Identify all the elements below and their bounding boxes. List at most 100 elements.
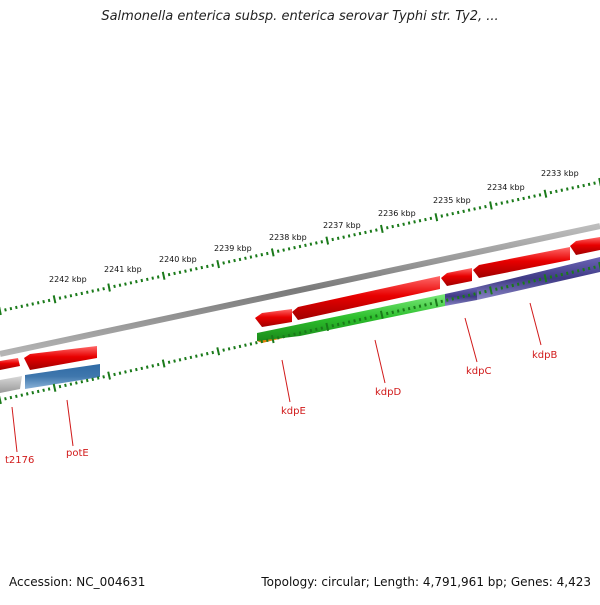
inner-tick (135, 367, 138, 372)
forward-gene-1[interactable] (24, 346, 97, 370)
inner-tick (102, 375, 105, 379)
leader-kdpE (281, 359, 291, 403)
ruler-label: 2239 kbp (214, 244, 252, 253)
gene-labels: t2176 potE kdpE kdpD kdpC kdpB (5, 350, 557, 466)
inner-tick (587, 266, 591, 271)
label-potE[interactable]: potE (66, 448, 89, 459)
forward-gene-3[interactable] (292, 276, 440, 320)
inner-tick (64, 383, 67, 388)
inner-tick (379, 310, 384, 319)
leader-kdpC (464, 317, 478, 363)
outer-tick (75, 292, 78, 297)
inner-tick (533, 278, 536, 283)
outer-tick (489, 201, 493, 210)
inner-tick (25, 392, 29, 396)
label-kdpC[interactable]: kdpC (466, 366, 491, 377)
outer-tick (353, 233, 356, 237)
outer-tick (325, 236, 330, 245)
outer-tick (129, 281, 133, 285)
forward-gene-5[interactable] (473, 247, 570, 278)
outer-tick (156, 275, 160, 279)
inner-tick (124, 370, 127, 374)
inner-tick (385, 311, 389, 316)
accession-label: Accession: NC_004631 (9, 575, 146, 589)
inner-tick (244, 343, 247, 347)
inner-tick (178, 358, 182, 362)
outer-tick (189, 268, 193, 272)
inner-tick (424, 303, 427, 307)
outer-tick (543, 189, 548, 198)
outer-tick (244, 256, 247, 260)
outer-tick (216, 259, 220, 269)
inner-tick (467, 293, 471, 297)
outer-tick (238, 257, 242, 262)
inner-tick (462, 294, 465, 299)
outer-tick (276, 249, 280, 253)
outer-tick (440, 214, 444, 218)
forward-gene-left-edge[interactable] (0, 358, 20, 370)
inner-tick (0, 395, 2, 405)
inner-tick (85, 378, 89, 383)
inner-tick (402, 308, 405, 312)
inner-tick (156, 362, 160, 367)
label-kdpD[interactable]: kdpD (375, 387, 401, 398)
outer-tick (146, 277, 149, 282)
label-kdpE[interactable]: kdpE (281, 406, 306, 417)
forward-gene-6[interactable] (570, 237, 600, 255)
inner-tick (216, 347, 221, 356)
inner-tick (565, 271, 569, 276)
inner-tick (233, 345, 236, 350)
outer-tick (402, 222, 405, 226)
ruler-label: 2234 kbp (487, 183, 525, 192)
inner-tick (456, 295, 460, 300)
gene-kdpC[interactable] (445, 287, 477, 306)
gene-t2176[interactable] (0, 376, 22, 393)
outer-tick (113, 284, 116, 289)
outer-tick (0, 306, 2, 316)
inner-tick (429, 302, 433, 306)
outer-tick (522, 196, 525, 201)
inner-tick (527, 280, 531, 284)
gene-potE[interactable] (25, 364, 100, 389)
label-kdpB[interactable]: kdpB (532, 350, 557, 361)
outer-tick (249, 255, 253, 259)
outer-tick (118, 283, 122, 287)
outer-tick (184, 269, 187, 273)
outer-tick (527, 195, 531, 199)
gene-kdpD[interactable] (257, 294, 445, 341)
outer-tick (587, 182, 591, 187)
ruler-label: 2240 kbp (159, 255, 197, 264)
inner-tick (413, 305, 416, 310)
inner-tick (113, 372, 116, 377)
ruler-label: 2233 kbp (541, 169, 579, 178)
genome-summary: Topology: circular; Length: 4,791,961 bp… (261, 575, 591, 589)
inner-tick (473, 292, 476, 296)
inner-tick (118, 371, 122, 375)
outer-tick (15, 305, 18, 310)
inner-tick (129, 369, 133, 373)
inner-tick (500, 286, 504, 290)
inner-tick (391, 310, 395, 315)
outer-tick (506, 200, 509, 204)
outer-tick (407, 221, 411, 225)
inner-tick (107, 371, 111, 380)
inner-tick (173, 359, 176, 363)
inner-tick (516, 282, 520, 286)
forward-gene-4[interactable] (441, 268, 472, 286)
outer-tick (331, 237, 334, 242)
gene-kdpB[interactable] (477, 257, 600, 300)
outer-tick (347, 234, 351, 238)
label-t2176[interactable]: t2176 (5, 455, 34, 466)
outer-tick (260, 253, 264, 257)
inner-tick (543, 274, 548, 283)
inner-tick (42, 388, 45, 392)
inner-tick (270, 334, 275, 344)
outer-tick (386, 226, 389, 230)
outer-tick-ruler (0, 177, 600, 316)
outer-tick (315, 241, 318, 245)
forward-gene-2[interactable] (255, 309, 292, 327)
outer-tick (52, 295, 57, 304)
outer-tick (233, 258, 236, 263)
